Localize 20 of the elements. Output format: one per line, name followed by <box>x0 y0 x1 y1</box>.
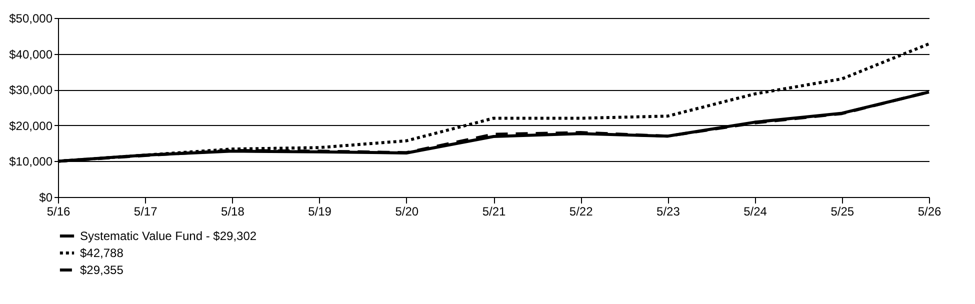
x-tick-label: 5/21 <box>482 204 506 218</box>
legend-label: Systematic Value Fund - $29,302 <box>80 229 257 243</box>
y-tick-label: $30,000 <box>9 83 53 98</box>
x-tick-label: 5/19 <box>308 204 332 218</box>
y-tick-label: $40,000 <box>9 47 53 62</box>
x-tick-label: 5/17 <box>134 204 158 218</box>
x-tick-label: 5/24 <box>744 204 768 218</box>
x-tick-label: 5/23 <box>656 204 680 218</box>
x-tick-label: 5/25 <box>830 204 854 218</box>
y-tick-label: $10,000 <box>9 154 53 169</box>
legend-label: $29,355 <box>80 263 124 277</box>
x-tick-label: 5/22 <box>569 204 594 218</box>
y-tick-label: $0 <box>39 190 53 204</box>
y-tick-label: $20,000 <box>9 118 53 133</box>
legend-label: $42,788 <box>80 246 124 260</box>
y-tick-label: $50,000 <box>9 12 53 26</box>
x-tick-label: 5/16 <box>46 204 70 218</box>
x-tick-label: 5/20 <box>395 204 419 218</box>
x-tick-label: 5/26 <box>918 204 942 218</box>
x-tick-label: 5/18 <box>221 204 245 218</box>
